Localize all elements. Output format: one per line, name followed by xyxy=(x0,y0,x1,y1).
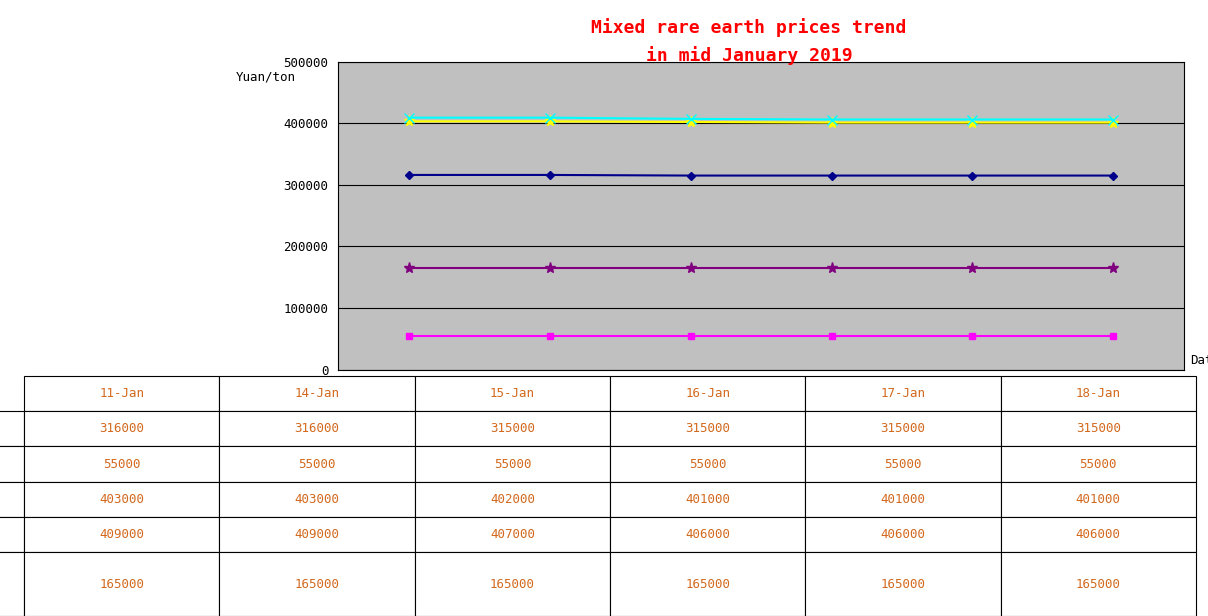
Text: Mixed rare earth prices trend
in mid January 2019: Mixed rare earth prices trend in mid Jan… xyxy=(591,18,907,65)
Text: Date: Date xyxy=(1190,354,1208,367)
Text: Yuan/ton: Yuan/ton xyxy=(236,71,296,84)
